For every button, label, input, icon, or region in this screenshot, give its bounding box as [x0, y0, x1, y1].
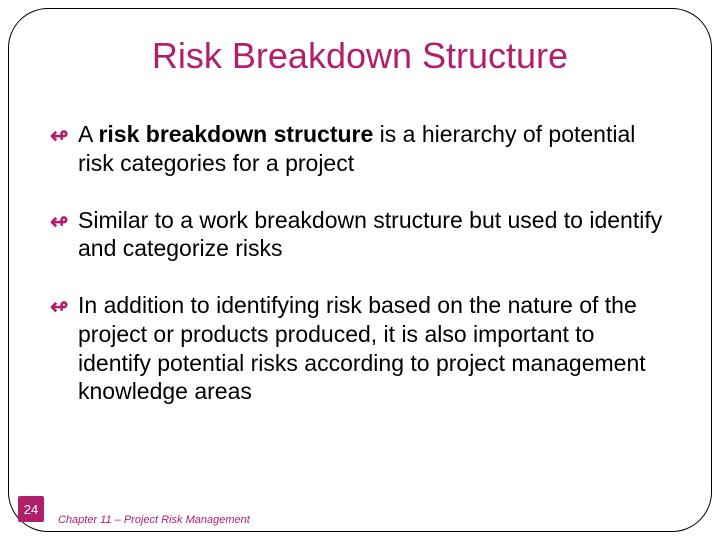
bullet-item: ↫ Similar to a work breakdown structure …	[50, 206, 670, 264]
content-area: ↫ A risk breakdown structure is a hierar…	[50, 120, 670, 434]
slide-title: Risk Breakdown Structure	[0, 35, 720, 77]
bullet-marker-icon: ↫	[50, 122, 68, 150]
bullet-item: ↫ A risk breakdown structure is a hierar…	[50, 120, 670, 178]
page-number-badge: 24	[18, 496, 44, 522]
footer-text: Chapter 11 – Project Risk Management	[58, 514, 250, 526]
bullet-text-prefix: A	[78, 121, 98, 147]
bullet-text-prefix: Similar to a work breakdown structure bu…	[78, 207, 662, 262]
bullet-text-prefix: In addition to identifying risk based on…	[78, 292, 646, 404]
bullet-marker-icon: ↫	[50, 293, 68, 321]
bullet-text-bold: risk breakdown structure	[98, 121, 373, 147]
bullet-item: ↫ In addition to identifying risk based …	[50, 291, 670, 406]
bullet-marker-icon: ↫	[50, 208, 68, 236]
page-number-text: 24	[24, 502, 38, 517]
